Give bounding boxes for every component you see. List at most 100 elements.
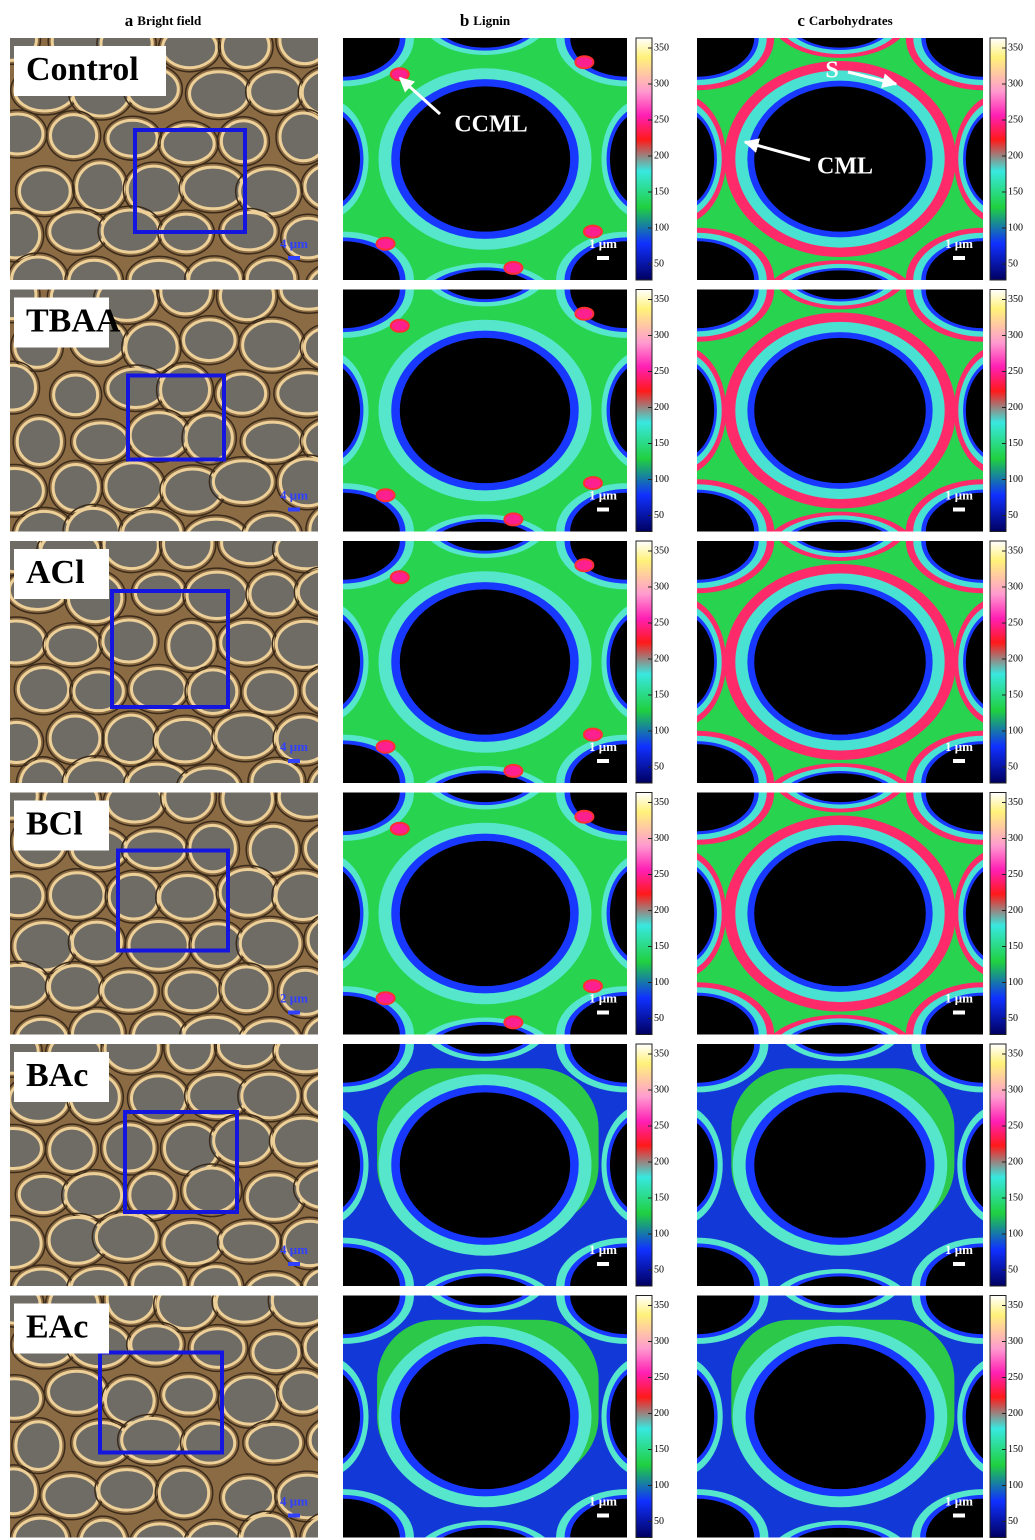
colorbar-tick-label: 350 bbox=[654, 1048, 669, 1059]
map-layer bbox=[640, 0, 754, 77]
colorbar-tick-label: 350 bbox=[654, 1300, 669, 1311]
scale-bar-label: 1 μm bbox=[945, 990, 973, 1005]
colorbar-tick-label: 100 bbox=[1008, 474, 1023, 485]
colorbar-tick-label: 100 bbox=[654, 977, 669, 988]
cell bbox=[105, 1125, 154, 1171]
cell bbox=[17, 419, 61, 465]
colorbar-tick-label: 350 bbox=[1008, 545, 1023, 556]
colorbar bbox=[636, 1044, 652, 1286]
colorbar-tick-label: 150 bbox=[654, 1192, 669, 1203]
colorbar-tick-label: 250 bbox=[1008, 869, 1023, 880]
cell bbox=[106, 463, 162, 510]
cell bbox=[107, 782, 162, 822]
column-letter: c bbox=[797, 11, 805, 30]
column-letter: b bbox=[460, 11, 469, 30]
cell bbox=[0, 621, 44, 663]
colorbar-tick-label: 100 bbox=[1008, 1480, 1023, 1491]
cell bbox=[222, 25, 269, 67]
cell bbox=[169, 622, 214, 668]
cell bbox=[276, 873, 330, 920]
cell bbox=[243, 321, 302, 369]
cell bbox=[159, 1470, 208, 1516]
colorbar bbox=[990, 1296, 1006, 1538]
scale-bar bbox=[953, 759, 965, 763]
cell bbox=[240, 920, 300, 967]
colorbar-tick-label: 300 bbox=[654, 330, 669, 341]
map-layer bbox=[400, 1344, 570, 1489]
colorbar-tick-label: 250 bbox=[654, 1120, 669, 1131]
cell bbox=[0, 1220, 41, 1268]
cell bbox=[161, 366, 210, 413]
cell bbox=[131, 669, 185, 710]
panel bbox=[272, 485, 698, 838]
cell bbox=[126, 324, 177, 371]
annotation: CML bbox=[817, 154, 873, 180]
cell bbox=[44, 1476, 99, 1516]
map-layer bbox=[754, 589, 926, 734]
cell bbox=[0, 1128, 41, 1168]
colorbar-tick-label: 100 bbox=[654, 474, 669, 485]
map-layer bbox=[754, 1344, 926, 1489]
cell bbox=[253, 1334, 299, 1371]
map-layer bbox=[400, 86, 570, 231]
cell bbox=[0, 965, 47, 1007]
map-layer bbox=[400, 589, 570, 734]
cell bbox=[223, 967, 270, 1011]
cell bbox=[103, 972, 155, 1010]
colorbar-tick-label: 250 bbox=[1008, 617, 1023, 628]
cell bbox=[245, 672, 296, 713]
scale-bar bbox=[953, 1514, 965, 1518]
colorbar-tick-label: 200 bbox=[654, 150, 669, 161]
colorbar bbox=[636, 290, 652, 532]
scale-bar-label: 1 μm bbox=[945, 487, 973, 502]
map-spot bbox=[504, 765, 522, 777]
cell bbox=[247, 1424, 301, 1461]
row-label: BCl bbox=[26, 805, 83, 842]
cell bbox=[108, 120, 157, 156]
cell bbox=[20, 170, 71, 213]
colorbar-tick-label: 350 bbox=[1008, 294, 1023, 305]
panel bbox=[620, 734, 1035, 1093]
scale-bar bbox=[597, 256, 609, 260]
colorbar bbox=[990, 38, 1006, 280]
colorbar bbox=[636, 541, 652, 783]
map-layer bbox=[400, 841, 570, 986]
cell bbox=[19, 1176, 67, 1212]
cell bbox=[50, 1128, 95, 1171]
colorbar-tick-label: 200 bbox=[654, 402, 669, 413]
column-header: c Carbohydrates bbox=[797, 11, 892, 30]
cell bbox=[0, 114, 43, 154]
colorbar-tick-label: 50 bbox=[654, 1264, 664, 1275]
map-spot bbox=[377, 489, 395, 501]
map-layer bbox=[400, 338, 570, 483]
scale-bar bbox=[597, 759, 609, 763]
colorbar-tick-label: 200 bbox=[1008, 1408, 1023, 1419]
panel bbox=[272, 988, 698, 1341]
scale-bar bbox=[597, 508, 609, 512]
scale-bar-label: 1 μm bbox=[945, 1493, 973, 1508]
cell bbox=[242, 1074, 298, 1118]
scale-bar-label: 1 μm bbox=[945, 739, 973, 754]
cell bbox=[99, 1470, 155, 1511]
cell bbox=[190, 72, 249, 116]
colorbar-tick-label: 300 bbox=[654, 1336, 669, 1347]
cell bbox=[122, 1418, 182, 1461]
colorbar-tick-label: 50 bbox=[1008, 1013, 1018, 1024]
page: a Bright field b Lignin c Carbohydrates … bbox=[0, 0, 1035, 1540]
map-spot bbox=[377, 992, 395, 1004]
scale-bar bbox=[288, 256, 300, 260]
scale-bar bbox=[288, 1011, 300, 1015]
colorbar-tick-label: 300 bbox=[1008, 1336, 1023, 1347]
cell bbox=[221, 1223, 277, 1260]
cell bbox=[187, 572, 247, 618]
map-layer bbox=[754, 338, 926, 483]
panel bbox=[272, 234, 698, 587]
cell bbox=[240, 169, 299, 214]
scale-bar-label: 1 μm bbox=[945, 1242, 973, 1257]
scale-bar-label: 4 μm bbox=[280, 236, 308, 251]
cell bbox=[50, 966, 101, 1009]
cell bbox=[185, 1168, 238, 1213]
scale-bar bbox=[597, 1262, 609, 1266]
colorbar-tick-label: 50 bbox=[654, 1013, 664, 1024]
cell bbox=[131, 1326, 181, 1363]
